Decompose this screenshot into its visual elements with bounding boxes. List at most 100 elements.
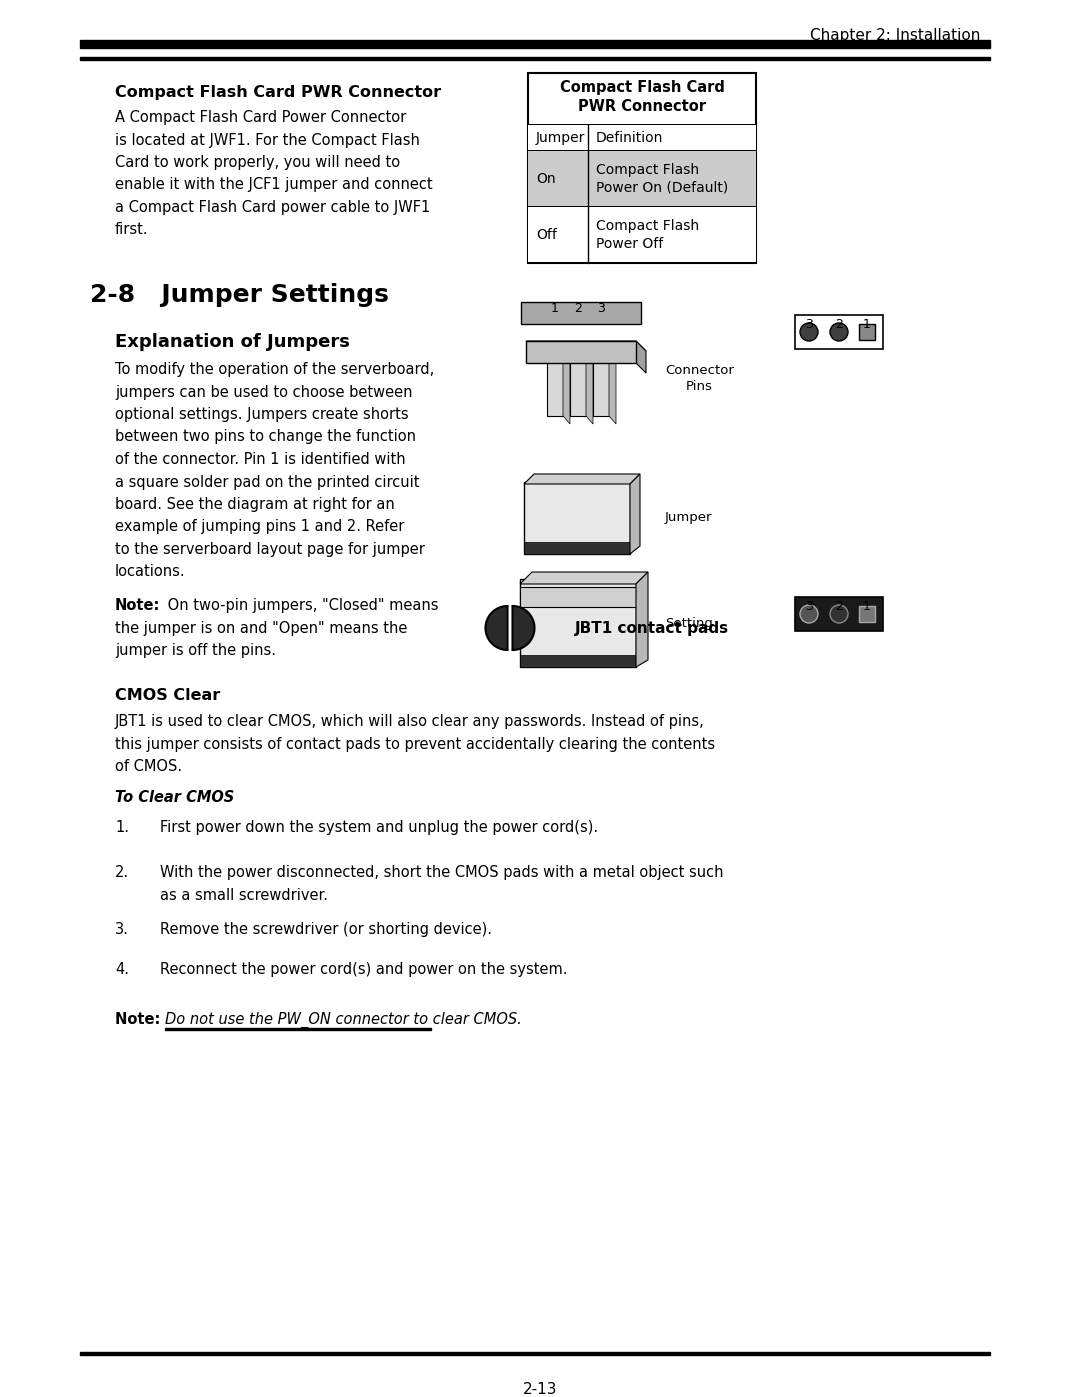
Text: jumpers can be used to choose between: jumpers can be used to choose between: [114, 384, 413, 400]
Text: 1: 1: [551, 302, 559, 314]
Text: To modify the operation of the serverboard,: To modify the operation of the serverboa…: [114, 362, 434, 377]
Text: Note:: Note:: [114, 1011, 165, 1027]
Polygon shape: [630, 474, 640, 555]
Text: To Clear CMOS: To Clear CMOS: [114, 789, 234, 805]
Text: example of jumping pins 1 and 2. Refer: example of jumping pins 1 and 2. Refer: [114, 520, 404, 535]
Text: jumper is off the pins.: jumper is off the pins.: [114, 643, 276, 658]
Bar: [528, 124, 756, 151]
Text: Connector
Pins: Connector Pins: [665, 365, 734, 393]
Text: On two-pin jumpers, "Closed" means: On two-pin jumpers, "Closed" means: [163, 598, 438, 613]
Text: as a small screwdriver.: as a small screwdriver.: [160, 887, 328, 902]
Bar: [519, 655, 636, 666]
Text: Jumper: Jumper: [665, 511, 713, 524]
Bar: [524, 542, 630, 555]
Bar: [570, 341, 586, 416]
Text: CMOS Clear: CMOS Clear: [114, 687, 220, 703]
Text: board. See the diagram at right for an: board. See the diagram at right for an: [114, 497, 395, 511]
Text: Card to work properly, you will need to: Card to work properly, you will need to: [114, 155, 400, 170]
Text: Explanation of Jumpers: Explanation of Jumpers: [114, 332, 350, 351]
Text: 2.: 2.: [114, 865, 130, 880]
Text: Note:: Note:: [114, 598, 160, 613]
Text: 3: 3: [805, 319, 813, 331]
Circle shape: [800, 323, 818, 341]
Text: of the connector. Pin 1 is identified with: of the connector. Pin 1 is identified wi…: [114, 453, 406, 467]
Text: enable it with the JCF1 jumper and connect: enable it with the JCF1 jumper and conne…: [114, 177, 433, 193]
Text: to the serverboard layout page for jumper: to the serverboard layout page for jumpe…: [114, 542, 424, 557]
Bar: [80, 41, 990, 47]
Polygon shape: [524, 474, 640, 483]
Bar: [80, 57, 990, 60]
Text: 2-8   Jumper Settings: 2-8 Jumper Settings: [90, 284, 389, 307]
Text: is located at JWF1. For the Compact Flash: is located at JWF1. For the Compact Flas…: [114, 133, 420, 148]
Polygon shape: [526, 341, 646, 351]
Text: 1: 1: [863, 599, 870, 613]
Text: 2: 2: [835, 599, 842, 613]
Bar: [521, 302, 642, 324]
Text: Chapter 2: Installation: Chapter 2: Installation: [810, 28, 980, 43]
Text: Remove the screwdriver (or shorting device).: Remove the screwdriver (or shorting devi…: [160, 922, 492, 937]
Text: First power down the system and unplug the power cord(s).: First power down the system and unplug t…: [160, 820, 598, 835]
Bar: [526, 341, 636, 363]
Bar: [528, 149, 756, 151]
Circle shape: [831, 323, 848, 341]
Text: Off: Off: [536, 228, 557, 242]
Polygon shape: [486, 606, 508, 650]
Text: between two pins to change the function: between two pins to change the function: [114, 429, 416, 444]
Bar: [519, 578, 636, 666]
Circle shape: [800, 605, 818, 623]
Bar: [795, 597, 883, 631]
Text: 1.: 1.: [114, 820, 129, 835]
Text: a square solder pad on the printed circuit: a square solder pad on the printed circu…: [114, 475, 419, 489]
Text: locations.: locations.: [114, 564, 186, 580]
Text: Reconnect the power cord(s) and power on the system.: Reconnect the power cord(s) and power on…: [160, 963, 567, 977]
Bar: [593, 341, 609, 416]
Text: 2: 2: [835, 319, 842, 331]
Bar: [528, 261, 756, 263]
Bar: [528, 73, 756, 263]
Text: 3.: 3.: [114, 922, 129, 937]
Text: JBT1 is used to clear CMOS, which will also clear any passwords. Instead of pins: JBT1 is used to clear CMOS, which will a…: [114, 714, 705, 729]
Polygon shape: [563, 341, 570, 425]
Bar: [528, 205, 756, 207]
Text: Do not use the PW_ON connector to clear CMOS.: Do not use the PW_ON connector to clear …: [165, 1011, 522, 1028]
Text: Compact Flash Card
PWR Connector: Compact Flash Card PWR Connector: [559, 80, 725, 115]
Text: a Compact Flash Card power cable to JWF1: a Compact Flash Card power cable to JWF1: [114, 200, 430, 215]
Text: 3: 3: [805, 599, 813, 613]
Bar: [524, 482, 630, 555]
Text: 1: 1: [863, 319, 870, 331]
Text: 3: 3: [597, 302, 605, 314]
Polygon shape: [513, 606, 535, 650]
Text: 2-13: 2-13: [523, 1382, 557, 1397]
Text: this jumper consists of contact pads to prevent accidentally clearing the conten: this jumper consists of contact pads to …: [114, 736, 715, 752]
Polygon shape: [519, 571, 648, 584]
Text: Compact Flash
Power On (Default): Compact Flash Power On (Default): [596, 163, 728, 196]
Text: 2: 2: [575, 302, 582, 314]
Bar: [528, 207, 756, 263]
Text: Jumper: Jumper: [536, 131, 585, 145]
Bar: [528, 211, 756, 263]
Text: first.: first.: [114, 222, 149, 237]
Text: On: On: [536, 172, 555, 186]
Bar: [519, 587, 636, 608]
Text: Compact Flash Card PWR Connector: Compact Flash Card PWR Connector: [114, 85, 441, 101]
Text: Definition: Definition: [596, 131, 663, 145]
Text: Compact Flash
Power Off: Compact Flash Power Off: [596, 219, 699, 251]
Text: A Compact Flash Card Power Connector: A Compact Flash Card Power Connector: [114, 110, 406, 124]
Text: With the power disconnected, short the CMOS pads with a metal object such: With the power disconnected, short the C…: [160, 865, 724, 880]
Bar: [795, 314, 883, 349]
Polygon shape: [636, 571, 648, 666]
Polygon shape: [609, 341, 616, 425]
Text: the jumper is on and "Open" means the: the jumper is on and "Open" means the: [114, 620, 407, 636]
Bar: [80, 1352, 990, 1355]
Text: JBT1 contact pads: JBT1 contact pads: [575, 620, 729, 636]
Text: Setting: Setting: [665, 616, 713, 630]
Bar: [859, 324, 875, 339]
Bar: [546, 341, 563, 416]
Bar: [528, 123, 756, 124]
Bar: [859, 606, 875, 622]
Polygon shape: [586, 341, 593, 425]
Bar: [528, 151, 756, 207]
Circle shape: [831, 605, 848, 623]
Polygon shape: [636, 341, 646, 373]
Text: of CMOS.: of CMOS.: [114, 759, 183, 774]
